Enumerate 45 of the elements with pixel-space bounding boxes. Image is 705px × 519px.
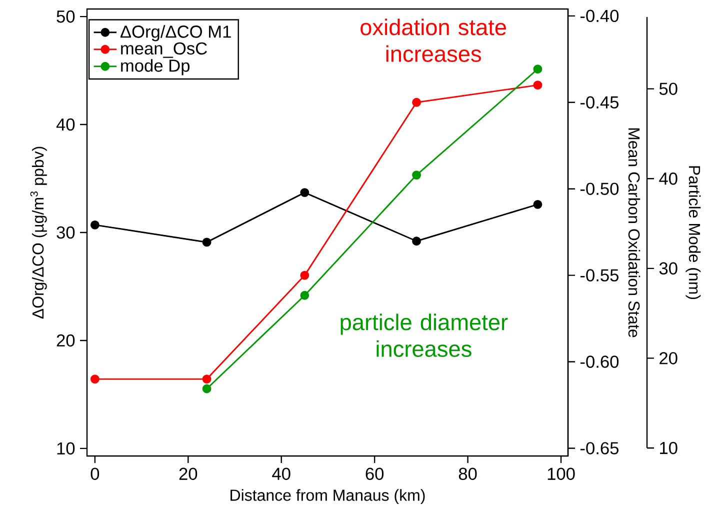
point [412,170,421,180]
point [533,200,542,209]
y3-tick-label: 40 [659,172,678,185]
legend-label: mode Dp [121,59,190,76]
legend-label: ΔOrg/ΔCO M1 [120,25,231,42]
point [300,270,310,280]
point [202,374,212,384]
y3-tick-label: 10 [660,442,678,454]
legend-label: mean_OsC [121,42,207,58]
point [412,236,421,246]
x-tick-label: 80 [458,468,477,480]
y3-tick-label: 50 [659,82,678,95]
x-tick-label: 40 [272,468,290,480]
point [300,188,310,198]
y2-axis-title: Mean Carbon Oxidation State [628,128,640,338]
x-tick-label: 100 [548,468,575,480]
annotation: oxidation state increases [360,18,506,62]
y2-tick-label: -0.65 [580,442,618,454]
x-axis-title: Distance from Manaus (km) [230,489,425,504]
y-tick-label: 30 [56,226,75,239]
y2-tick-label: -0.60 [580,356,619,368]
point [90,220,100,230]
point [90,374,100,384]
y-tick-label: 10 [57,442,75,455]
point [202,384,212,394]
y-axis-title: ΔOrg/ΔCO (µg/m$^{3}$ ppbv) [30,146,47,319]
y3-axis-title: Particle Mode (nm) [686,166,701,300]
y2-tick-label: -0.40 [580,10,619,22]
y-tick-label: 20 [56,334,75,347]
point [412,98,421,107]
y2-tick-label: -0.55 [580,269,618,282]
y3-tick-label: 20 [660,352,678,364]
y3-tick-label: 30 [659,262,678,275]
x-tick-label: 60 [366,468,384,480]
x-tick-label: 20 [179,468,198,480]
point [202,238,212,247]
y2-tick-label: -0.50 [580,182,619,195]
y-tick-label: 50 [56,10,75,23]
y2-tick-label: -0.45 [580,96,618,109]
y-tick-label: 40 [56,118,75,131]
point [300,290,310,300]
point [533,80,542,90]
point [533,64,542,74]
x-tick-label: 0 [90,468,100,480]
annotation: particle diameter increases [340,314,508,357]
